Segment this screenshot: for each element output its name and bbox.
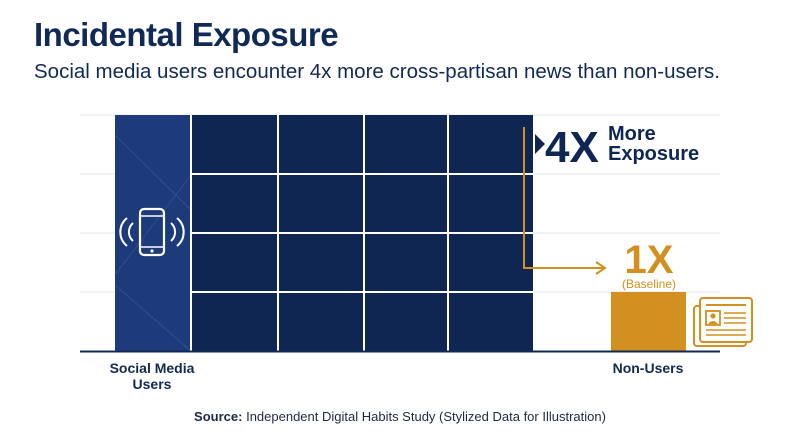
pattern-line xyxy=(114,174,192,276)
comparison-connector xyxy=(523,127,607,275)
bars xyxy=(114,115,686,352)
icons xyxy=(119,207,753,347)
connector-arrowhead xyxy=(595,261,607,275)
source-label: Source: xyxy=(194,409,243,424)
category-label: Users xyxy=(133,376,172,392)
bar-accent-pattern xyxy=(114,134,192,352)
bar-social-media-users-accent xyxy=(115,115,191,351)
bar-non-users xyxy=(611,292,686,351)
annotation-users-multiplier: 4X xyxy=(545,123,599,172)
pointer-arrow-icon xyxy=(535,134,545,154)
category-label: Non-Users xyxy=(613,360,684,376)
annotation-users-line2: Exposure xyxy=(608,143,699,165)
annotation-users-line1: More xyxy=(608,123,656,145)
pattern-line xyxy=(114,284,192,352)
smartphone-icon xyxy=(119,207,185,257)
bar-cell-grid xyxy=(190,115,533,351)
connector-line xyxy=(523,127,604,269)
chart-subtitle: Social media users encounter 4x more cro… xyxy=(34,60,720,83)
source-note: Source: Independent Digital Habits Study… xyxy=(0,409,800,424)
annotation-nonusers-baseline: (Baseline) xyxy=(622,277,676,291)
category-label: Social Media xyxy=(110,360,195,376)
newspaper-icon xyxy=(693,297,753,347)
annotation-nonusers-multiplier: 1X xyxy=(625,238,674,282)
pattern-line xyxy=(114,134,192,211)
chart-title: Incidental Exposure xyxy=(34,16,339,53)
source-text: Independent Digital Habits Study (Styliz… xyxy=(246,409,606,424)
